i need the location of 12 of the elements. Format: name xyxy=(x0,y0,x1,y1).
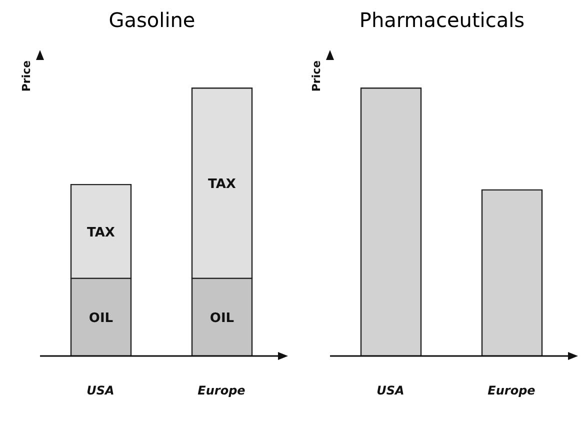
x-tick-label: Europe xyxy=(198,384,246,398)
x-tick-label: USA xyxy=(376,384,404,398)
chart-title: Pharmaceuticals xyxy=(358,8,526,34)
text: TAX xyxy=(208,177,236,192)
series-label: TAX xyxy=(87,225,115,240)
x-tick-label: Europe xyxy=(488,384,536,398)
chart-title: Gasoline xyxy=(108,8,196,34)
text: OIL xyxy=(88,311,114,326)
series-label: OIL xyxy=(210,311,234,326)
y-axis-title: Price xyxy=(20,60,33,92)
y-axis-title: Price xyxy=(310,60,323,92)
x-tick-label: USA xyxy=(86,384,114,398)
